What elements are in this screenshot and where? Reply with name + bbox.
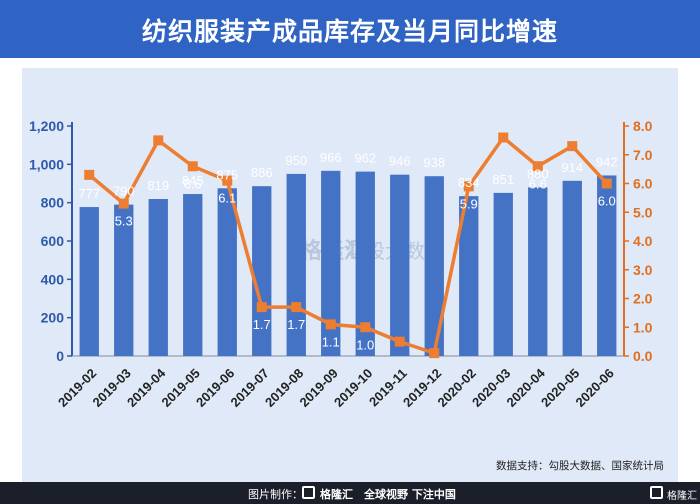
y-right-tick-label: 6.0	[633, 176, 653, 192]
growth-point-2019-06	[222, 175, 233, 186]
growth-value-label: 1.7	[287, 317, 305, 332]
growth-line	[88, 134, 609, 356]
growth-point-2020-06	[601, 178, 612, 189]
growth-point-2019-07	[256, 302, 267, 313]
footer-brand: 格隆汇	[320, 488, 353, 501]
chart-title: 纺织服装产成品库存及当月同比增速	[141, 17, 558, 46]
growth-point-2019-05	[187, 161, 198, 172]
bar-2020-04	[528, 187, 548, 356]
bar-value-label: 886	[251, 165, 273, 180]
source-note: 数据支持：勾股大数据、国家统计局	[496, 460, 664, 472]
bar-value-label: 962	[354, 151, 376, 166]
bar-2020-05	[562, 180, 582, 356]
title-bar: 纺织服装产成品库存及当月同比增速	[0, 0, 700, 58]
y-right-tick-label: 5.0	[633, 204, 653, 220]
bar-2020-06	[597, 175, 617, 356]
y-left-tick-label: 0	[56, 348, 64, 364]
growth-point-2019-09	[325, 319, 336, 330]
x-tick-label: 2019-10	[331, 366, 375, 410]
bar-2019-03	[114, 204, 134, 356]
bar-value-label: 819	[147, 178, 169, 193]
footer-made-by: 图片制作：	[248, 488, 303, 501]
y-left-tick-label: 800	[41, 195, 65, 211]
growth-point-2020-04	[532, 161, 543, 172]
bar-value-label: 790	[113, 184, 135, 199]
y-right-tick-label: 2.0	[633, 291, 653, 307]
growth-point-2019-04	[153, 135, 164, 146]
y-left-tick-label: 600	[41, 233, 65, 249]
growth-value-label: 5.3	[115, 214, 133, 229]
growth-point-2020-02	[463, 181, 474, 192]
x-tick-label: 2020-06	[573, 366, 617, 410]
bar-value-label: 875	[216, 167, 238, 182]
bar-value-label: 845	[182, 173, 204, 188]
bar-2020-03	[493, 192, 513, 356]
y-left-tick-label: 1,200	[29, 118, 64, 134]
growth-value-label: 6.6	[184, 176, 202, 191]
y-left-tick-label: 1,000	[29, 156, 64, 172]
y-right-tick-label: 1.0	[633, 319, 653, 335]
y-right-tick-label: 8.0	[633, 118, 653, 134]
y-right-tick-label: 3.0	[633, 262, 653, 278]
growth-point-2019-12	[429, 348, 440, 359]
growth-point-2019-03	[118, 198, 129, 209]
bar-value-label: 777	[78, 186, 100, 201]
bar-2020-02	[459, 196, 479, 356]
bar-value-label: 942	[596, 154, 618, 169]
bar-2019-05	[183, 194, 203, 356]
bar-2019-10	[355, 171, 375, 356]
bar-value-label: 834	[458, 175, 480, 190]
bar-2019-11	[390, 174, 410, 356]
growth-point-2019-02	[84, 169, 95, 180]
growth-value-label: 1.1	[322, 334, 340, 349]
bar-2019-02	[79, 207, 99, 356]
bar-2019-04	[148, 199, 168, 356]
y-right-tick-label: 4.0	[633, 233, 653, 249]
bar-2019-06	[217, 188, 237, 356]
bar-2019-12	[424, 176, 444, 356]
bar-2019-07	[252, 186, 272, 356]
footer-logo-right-icon	[650, 486, 663, 502]
bar-value-label: 950	[285, 153, 307, 168]
growth-value-label: 6.6	[529, 176, 547, 191]
growth-point-2019-11	[394, 336, 405, 347]
bar-value-label: 946	[389, 154, 411, 169]
growth-value-label: 6.1	[218, 191, 236, 206]
footer-bar: 图片制作： 格隆汇 全球视野 下注中国 格隆汇	[0, 482, 700, 504]
growth-point-2019-10	[360, 322, 371, 333]
bar-value-label: 938	[423, 155, 445, 170]
y-right-tick-label: 0.0	[633, 348, 653, 364]
y-left-tick-label: 200	[41, 310, 65, 326]
y-right-tick-label: 7.0	[633, 147, 653, 163]
bar-value-label: 914	[561, 160, 583, 175]
growth-value-label: 1.0	[356, 337, 374, 352]
growth-point-2020-05	[567, 141, 578, 152]
growth-value-label: 1.7	[253, 317, 271, 332]
y-left-tick-label: 400	[41, 271, 65, 287]
bar-value-label: 966	[320, 150, 342, 165]
footer-slogan: 全球视野 下注中国	[364, 488, 456, 501]
bar-value-label: 851	[492, 172, 514, 187]
growth-point-2019-08	[291, 302, 302, 313]
growth-point-2020-03	[498, 132, 509, 143]
bar-value-label: 880	[527, 166, 549, 181]
growth-value-label: 5.9	[460, 196, 478, 211]
footer-brand-right: 格隆汇	[667, 491, 697, 502]
footer-logo-icon	[302, 486, 315, 502]
growth-value-label: 6.0	[598, 194, 616, 209]
bar-2019-09	[321, 170, 341, 356]
